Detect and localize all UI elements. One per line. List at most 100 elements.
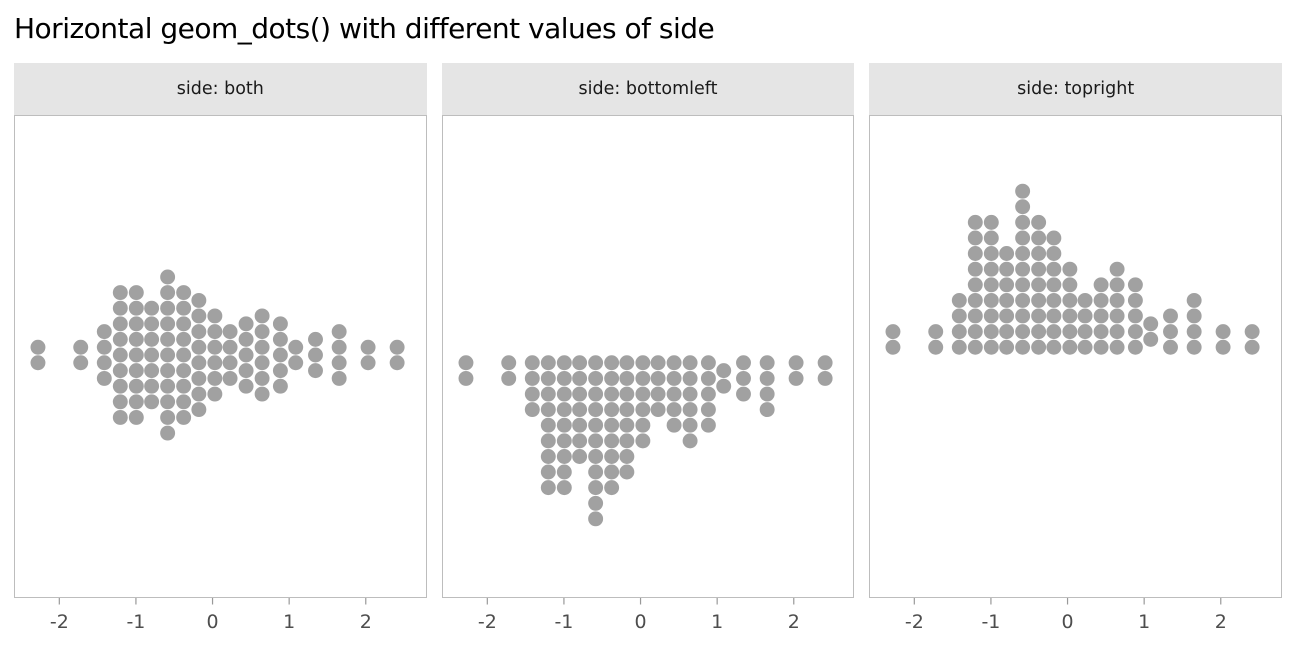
dot xyxy=(635,417,650,433)
dot xyxy=(1015,308,1031,324)
facet-strip: side: topright xyxy=(869,63,1283,115)
dot xyxy=(635,386,650,402)
dot xyxy=(635,355,650,371)
dot xyxy=(999,339,1015,355)
dot xyxy=(952,324,968,340)
x-tick-label: 2 xyxy=(787,611,799,633)
dot xyxy=(96,324,112,340)
dot xyxy=(176,331,192,347)
dot xyxy=(715,363,731,379)
facet-topright: side: topright -2 -1 0 1 2 xyxy=(869,63,1283,648)
x-tick-label: 1 xyxy=(1138,611,1150,633)
dot xyxy=(587,386,603,402)
dot xyxy=(587,511,603,527)
dot xyxy=(1143,316,1159,332)
dot xyxy=(1015,246,1031,261)
dot xyxy=(1046,339,1062,355)
dot xyxy=(571,433,587,449)
dot xyxy=(700,370,716,386)
dot xyxy=(238,347,254,363)
dot xyxy=(191,339,207,355)
dot xyxy=(603,480,619,496)
dot xyxy=(1128,292,1144,308)
dot xyxy=(254,324,270,340)
dot xyxy=(571,417,587,433)
dot xyxy=(603,386,619,402)
dot xyxy=(1093,277,1109,293)
dot xyxy=(759,402,775,418)
dot xyxy=(207,339,223,355)
dot xyxy=(587,480,603,496)
dot xyxy=(1031,214,1047,230)
dot xyxy=(144,300,160,316)
x-axis: -2 -1 0 1 2 xyxy=(478,598,799,633)
dot xyxy=(389,355,405,371)
dot xyxy=(191,355,207,371)
dot xyxy=(331,370,347,386)
dot xyxy=(389,339,405,355)
dot xyxy=(1093,339,1109,355)
dot xyxy=(817,370,833,386)
dot xyxy=(587,495,603,511)
dot xyxy=(635,402,650,418)
dot xyxy=(1015,261,1031,277)
dot xyxy=(587,417,603,433)
dot xyxy=(999,277,1015,293)
dot xyxy=(112,378,128,394)
dot xyxy=(128,378,144,394)
dot xyxy=(603,464,619,480)
dot xyxy=(603,402,619,418)
dot xyxy=(984,214,1000,230)
dot xyxy=(715,378,731,394)
facet-strip-label: side: both xyxy=(176,79,264,99)
dot xyxy=(191,292,207,308)
dot xyxy=(128,363,144,379)
dot xyxy=(556,480,572,496)
dot xyxy=(1128,308,1144,324)
dot xyxy=(1128,277,1144,293)
x-tick-label: 1 xyxy=(711,611,723,633)
dot xyxy=(952,339,968,355)
dot xyxy=(160,347,176,363)
dot xyxy=(682,417,698,433)
dot xyxy=(603,449,619,464)
dot xyxy=(1109,261,1125,277)
dot xyxy=(222,355,238,371)
dot xyxy=(524,386,540,402)
dot xyxy=(331,324,347,340)
dot xyxy=(144,347,160,363)
dot xyxy=(160,425,176,441)
dot xyxy=(1015,339,1031,355)
dot xyxy=(735,355,751,371)
dot xyxy=(700,402,716,418)
x-tick-label: 2 xyxy=(1215,611,1227,633)
x-axis: -2 -1 0 1 2 xyxy=(50,598,372,633)
dot xyxy=(112,347,128,363)
dot xyxy=(238,331,254,347)
dot xyxy=(984,292,1000,308)
dot xyxy=(1187,308,1202,324)
dot xyxy=(1015,230,1031,246)
dot xyxy=(556,464,572,480)
dot xyxy=(1109,324,1125,340)
dot xyxy=(540,370,556,386)
dot xyxy=(1046,277,1062,293)
dot xyxy=(524,402,540,418)
dot xyxy=(587,402,603,418)
dot xyxy=(984,246,1000,261)
dot xyxy=(112,409,128,425)
dot xyxy=(272,347,288,363)
dot xyxy=(968,230,984,246)
dot xyxy=(571,370,587,386)
dot xyxy=(1077,324,1093,340)
dot xyxy=(191,386,207,402)
x-tick-label: -2 xyxy=(905,611,924,633)
dot xyxy=(587,433,603,449)
dot xyxy=(112,300,128,316)
dot xyxy=(1062,292,1078,308)
dot xyxy=(788,355,804,371)
x-tick-label: 1 xyxy=(283,611,295,633)
dot xyxy=(112,394,128,410)
dot xyxy=(556,449,572,464)
